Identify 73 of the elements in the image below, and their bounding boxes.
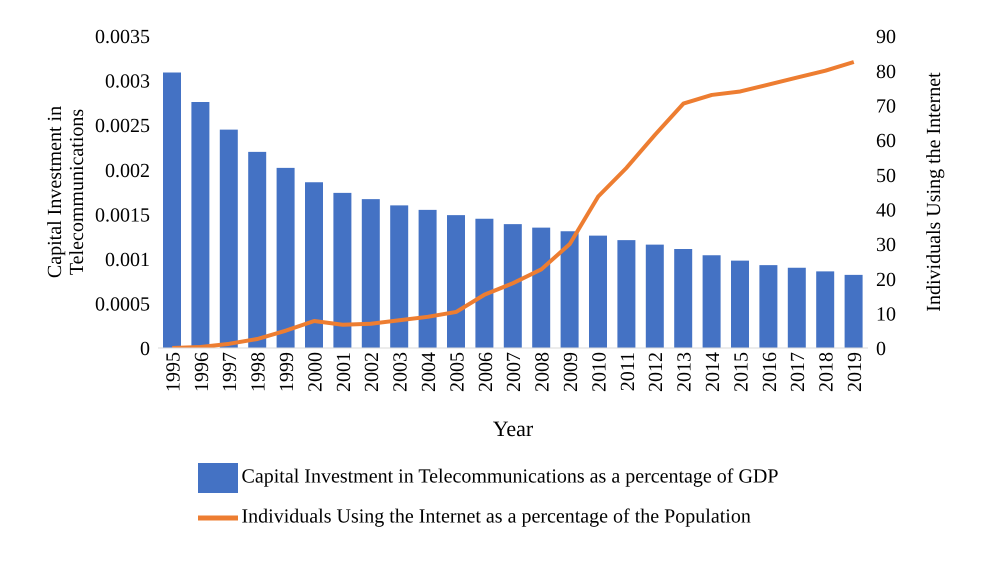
x-tick-label: 2018 [816,352,838,392]
y2-tick-label: 40 [876,199,896,222]
bar [589,236,607,348]
y-axis-title: Capital Investment in Telecommunications [44,106,88,278]
x-axis-title: Year [492,416,534,441]
y-tick-label: 0 [140,338,150,360]
x-tick-label: 2002 [361,352,384,392]
x-tick-label: 2005 [446,352,468,392]
x-tick-label: 2000 [304,352,326,392]
bar [305,182,323,348]
bar [674,249,692,348]
x-tick-label: 2017 [787,352,810,392]
bar [163,72,181,348]
bar [816,271,834,348]
y2-tick-label: 0 [876,338,886,360]
bar [504,224,522,348]
x-tick-label: 2004 [418,352,440,392]
x-tick-label: 2012 [645,352,668,392]
bar [759,265,778,348]
y-tick-label: 0.0005 [95,294,150,316]
y2-tick-label: 70 [876,95,896,118]
y-tick-label: 0.001 [105,248,150,271]
y2-tick-label: 30 [876,234,896,256]
y2-tick-label: 10 [876,303,896,326]
y2-tick-label: 60 [876,130,896,152]
bar [418,210,437,348]
x-tick-label: 1996 [190,352,213,392]
bar [333,192,352,348]
bar [788,268,806,348]
x-tick-label: 2006 [474,352,497,392]
x-tick-label: 1998 [248,352,270,392]
x-tick-label: 2008 [532,352,554,392]
legend-label: Capital Investment in Telecommunications as a percentage of GDP [242,466,778,488]
x-tick-label: 2003 [390,352,412,392]
bar [702,255,721,348]
bar [447,215,465,348]
bar [248,152,266,348]
x-tick-label: 1995 [162,352,184,392]
y2-tick-label: 20 [876,268,896,291]
bar [475,218,494,348]
bar [362,199,380,348]
x-tick-label: 2011 [616,352,639,392]
y-tick-label: 0.0015 [95,204,150,226]
y-tick-label: 0.0025 [95,115,150,138]
bar [617,240,636,348]
bar [276,168,295,348]
bar [844,274,863,348]
bar [220,130,238,348]
y2-tick-label: 90 [876,26,896,48]
bar [390,205,408,348]
bar [646,244,664,348]
y-tick-label: 0.0035 [95,26,150,48]
x-tick-label: 2014 [702,352,724,392]
x-tick-label: 2001 [332,352,355,392]
legend-label: Individuals Using the Internet as a percentage of the Population [242,506,751,528]
x-tick-label: 2015 [730,352,752,392]
line-series [170,60,856,348]
x-tick-label: 2010 [588,352,610,392]
bar [731,260,749,348]
x-tick-label: 2013 [674,352,696,392]
y-tick-label: 0.002 [105,160,150,182]
y2-tick-label: 50 [876,164,896,187]
x-tick-label: 2016 [758,352,781,392]
y-tick-label: 0.003 [105,70,150,93]
x-tick-label: 1999 [276,352,298,392]
x-tick-label: 2007 [503,352,526,392]
x-tick-label: 2019 [844,352,866,392]
bar [532,228,550,348]
x-tick-label: 1997 [219,352,242,392]
y2-axis-title: Individuals Using the Internet [923,72,945,312]
y2-tick-label: 80 [876,60,896,83]
x-tick-label: 2009 [560,352,582,392]
bar [560,231,579,348]
